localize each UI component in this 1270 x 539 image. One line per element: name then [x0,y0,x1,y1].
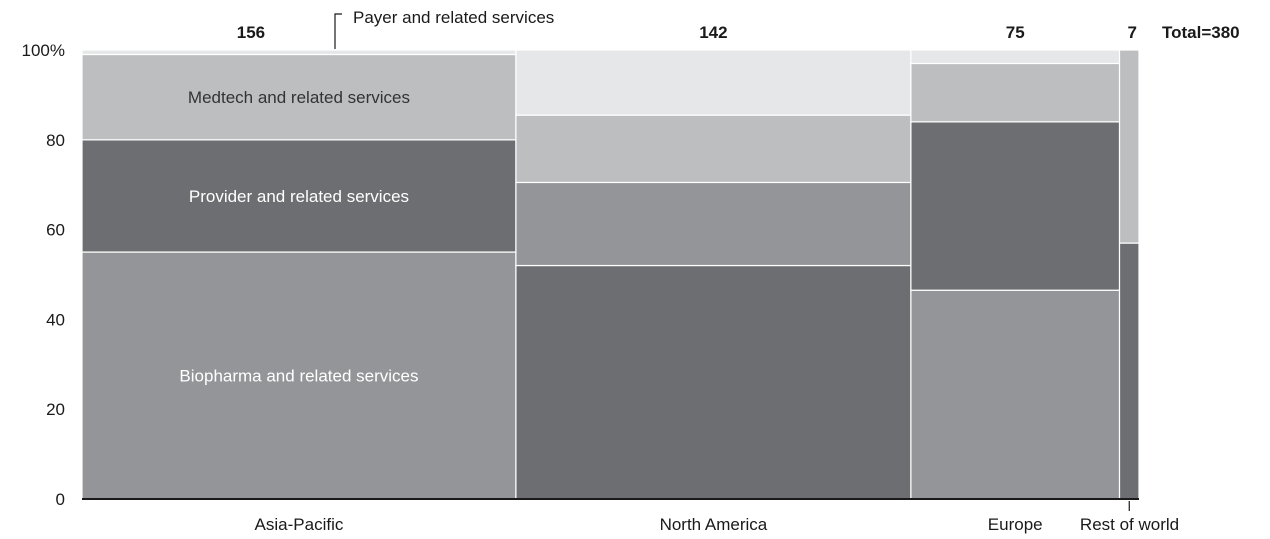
payer-callout: Payer and related services [334,8,554,49]
column-totals: 156 142 75 7 [237,23,1137,42]
column-total: 156 [237,23,265,42]
segment-asia-pacific-3 [81,49,517,56]
x-label: Rest of world [1080,515,1179,534]
chart-segments [81,49,1140,500]
segment-europe-1 [910,121,1121,291]
segment-asia-pacific-0 [81,251,517,500]
callout-line [334,13,342,49]
y-tick-label: 60 [46,221,65,240]
y-tick-label: 80 [46,131,65,150]
x-label: Asia-Pacific [255,515,344,534]
segment-europe-3 [910,49,1121,65]
segment-north-america-3 [515,49,912,116]
segment-europe-0 [910,289,1121,500]
grand-total-label: Total=380 [1162,23,1240,42]
x-axis-labels: Asia-Pacific North America Europe Rest of w… [255,515,1180,534]
column-total: 75 [1006,23,1025,42]
column-total: 142 [699,23,727,42]
y-tick-label: 20 [46,400,65,419]
segment-europe-2 [910,62,1121,123]
segment-label: Biopharma and related services [179,367,418,386]
segment-labels: Biopharma and related services Provider a… [179,88,418,385]
segment-rest-of-world-2 [1118,49,1140,244]
y-axis-ticks: 0 20 40 60 80 100% [22,41,65,509]
column-total: 7 [1128,23,1137,42]
y-tick-label: 100% [22,41,65,60]
y-tick-label: 40 [46,310,65,329]
y-tick-label: 0 [56,490,65,509]
segment-label: Medtech and related services [188,88,410,107]
callout-label: Payer and related services [353,8,554,27]
x-label: North America [660,515,768,534]
segment-north-america-2 [515,114,912,184]
segment-north-america-0 [515,264,912,500]
segment-rest-of-world-0 [1118,242,1140,500]
segment-asia-pacific-1 [81,139,517,253]
segment-north-america-1 [515,181,912,267]
x-label: Europe [988,515,1043,534]
segment-label: Provider and related services [189,187,409,206]
